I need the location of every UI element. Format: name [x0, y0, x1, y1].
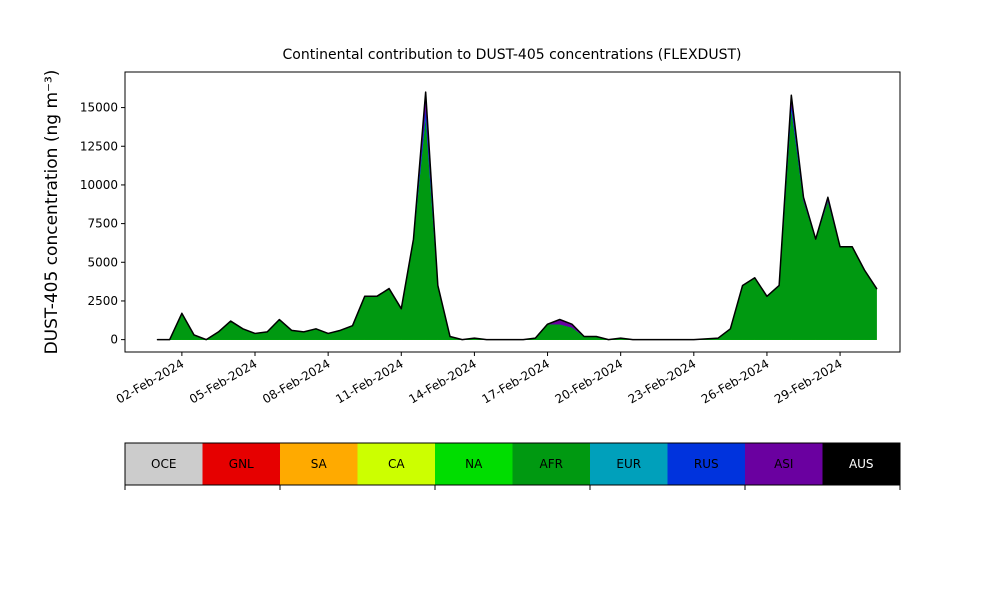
area	[156, 91, 878, 341]
x-tick-label: 14-Feb-2024	[406, 356, 479, 406]
y-tick-label: 10000	[80, 178, 118, 192]
legend-swatch	[280, 443, 358, 485]
legend-swatch	[745, 443, 823, 485]
x-tick-label: 08-Feb-2024	[260, 356, 333, 406]
legend-swatch	[512, 443, 590, 485]
legend-swatch	[590, 443, 668, 485]
legend-swatch	[357, 443, 435, 485]
x-tick-label: 20-Feb-2024	[553, 356, 626, 406]
legend-label: OCE	[151, 457, 176, 471]
y-tick-label: 2500	[87, 294, 118, 308]
y-tick-label: 7500	[87, 217, 118, 231]
x-tick-label: 29-Feb-2024	[772, 356, 845, 406]
legend-swatch	[667, 443, 745, 485]
legend-label: RUS	[694, 457, 719, 471]
x-tick-label: 02-Feb-2024	[114, 356, 187, 406]
x-tick-label: 11-Feb-2024	[333, 356, 406, 406]
legend-swatch	[822, 443, 900, 485]
legend-frame	[124, 442, 901, 486]
x-tick-label: 23-Feb-2024	[626, 356, 699, 406]
y-tick-label: 5000	[87, 255, 118, 269]
legend-label: ASI	[774, 457, 793, 471]
chart-title: Continental contribution to DUST-405 con…	[283, 47, 742, 63]
legend-label: NA	[465, 457, 483, 471]
legend-swatch	[435, 443, 513, 485]
area	[157, 107, 877, 340]
legend-label: SA	[311, 457, 328, 471]
legend-label: GNL	[229, 457, 254, 471]
legend-label: AUS	[849, 457, 874, 471]
y-tick-label: 12500	[80, 139, 118, 153]
x-tick-label: 17-Feb-2024	[479, 356, 552, 406]
legend-label: AFR	[540, 457, 563, 471]
x-tick-label: 05-Feb-2024	[187, 356, 260, 406]
legend-label: EUR	[616, 457, 641, 471]
y-tick-label: 0	[110, 333, 118, 347]
y-axis-label: DUST-405 concentration (ng m⁻³)	[42, 70, 62, 355]
y-tick-label: 15000	[80, 101, 118, 115]
x-tick-label: 26-Feb-2024	[699, 356, 772, 406]
legend-label: CA	[388, 457, 405, 471]
legend-swatch	[125, 443, 203, 485]
legend-swatch	[202, 443, 280, 485]
plot-frame	[124, 71, 901, 353]
